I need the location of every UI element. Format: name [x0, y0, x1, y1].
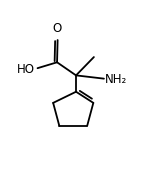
Text: NH₂: NH₂	[105, 73, 127, 87]
Text: O: O	[52, 22, 61, 36]
Text: HO: HO	[17, 63, 35, 76]
